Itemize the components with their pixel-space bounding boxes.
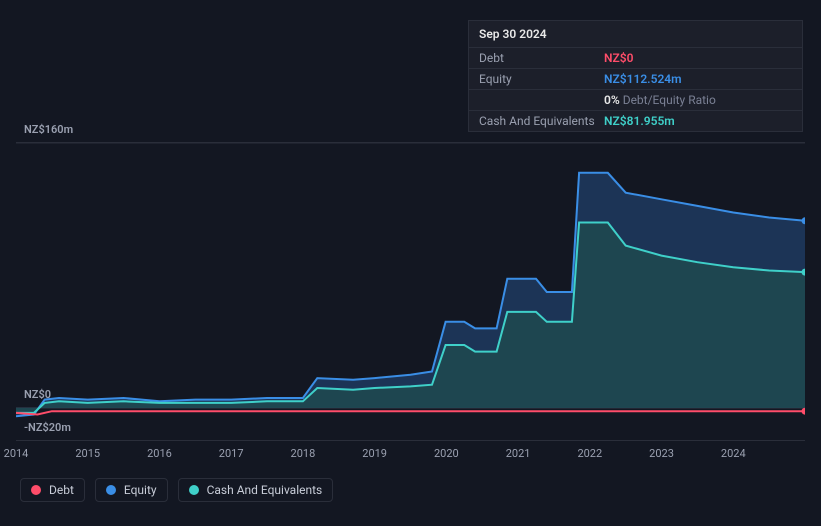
legend-label: Debt (49, 483, 74, 497)
legend-label: Cash And Equivalents (207, 483, 323, 497)
tooltip-row: DebtNZ$0 (469, 48, 802, 69)
x-axis-label: 2021 (506, 447, 531, 460)
tooltip-value: NZ$112.524m (604, 72, 682, 86)
tooltip-row: 0% Debt/Equity Ratio (469, 90, 802, 111)
legend-item[interactable]: Equity (95, 478, 168, 502)
x-axis-label: 2020 (434, 447, 459, 460)
plot-area (16, 142, 805, 440)
x-axis-label: 2018 (291, 447, 316, 460)
legend-item[interactable]: Cash And Equivalents (178, 478, 334, 502)
x-axis-label: 2019 (362, 447, 387, 460)
legend-item[interactable]: Debt (20, 478, 85, 502)
x-axis: 2014201520162017201820192020202120222023… (16, 440, 805, 460)
x-axis-label: 2024 (721, 447, 746, 460)
y-axis-label: NZ$160m (24, 123, 73, 136)
tooltip-label (479, 93, 604, 107)
tooltip-date: Sep 30 2024 (469, 21, 802, 48)
legend: Debt Equity Cash And Equivalents (20, 478, 333, 502)
tooltip-label: Equity (479, 72, 604, 86)
x-axis-label: 2015 (75, 447, 100, 460)
x-axis-label: 2014 (4, 447, 29, 460)
plot-svg (16, 143, 805, 441)
chart: NZ$160mNZ$0-NZ$20m 201420152016201720182… (16, 120, 805, 468)
y-axis-label: -NZ$20m (24, 421, 71, 434)
x-axis-label: 2022 (577, 447, 602, 460)
x-axis-label: 2017 (219, 447, 244, 460)
legend-label: Equity (124, 483, 157, 497)
tooltip-panel: Sep 30 2024 DebtNZ$0EquityNZ$112.524m0% … (468, 20, 803, 132)
legend-swatch (189, 485, 199, 495)
tooltip-value: 0% Debt/Equity Ratio (604, 93, 716, 107)
tooltip-label: Debt (479, 51, 604, 65)
legend-swatch (106, 485, 116, 495)
y-axis-label: NZ$0 (24, 388, 51, 401)
legend-swatch (31, 485, 41, 495)
x-axis-label: 2016 (147, 447, 172, 460)
tooltip-value: NZ$0 (604, 51, 633, 65)
tooltip-row: EquityNZ$112.524m (469, 69, 802, 90)
x-axis-label: 2023 (649, 447, 674, 460)
